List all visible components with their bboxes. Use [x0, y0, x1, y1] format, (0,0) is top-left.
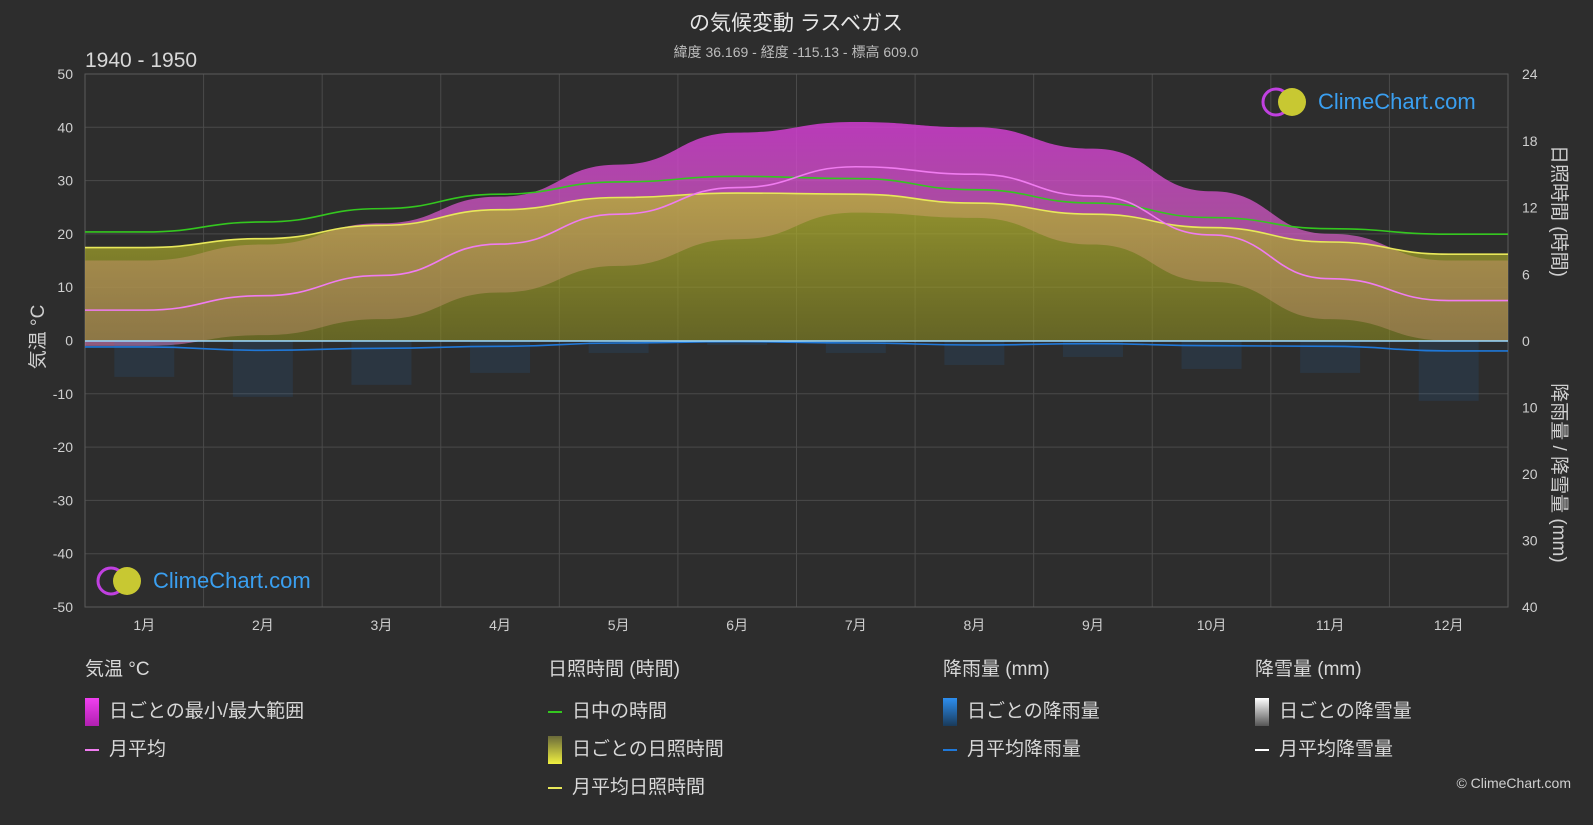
y-tick-label-right-hours: 12 — [1522, 200, 1538, 216]
x-tick-label: 2月 — [252, 617, 274, 633]
y-tick-label-left: 20 — [57, 226, 73, 242]
rain-daily-bar — [707, 341, 768, 345]
legend-snow-daily: 日ごとの降雪量 — [1255, 693, 1412, 731]
legend-rain-avg: 月平均降雨量 — [943, 731, 1100, 769]
y-tick-label-right-hours: 18 — [1522, 133, 1538, 149]
legend-daylight-label: 日中の時間 — [572, 701, 668, 722]
series-line — [85, 165, 1508, 311]
watermark-top-text: ClimeChart.com — [1318, 89, 1476, 114]
legend-rain-daily: 日ごとの降雨量 — [943, 693, 1100, 731]
legend-sunshine-heading: 日照時間 (時間) — [548, 659, 680, 680]
y-tick-label-left: -40 — [53, 546, 73, 562]
y-tick-label-left: 30 — [57, 173, 73, 189]
legend-rain-daily-label: 日ごとの降雨量 — [967, 701, 1100, 722]
legend-sunshine-avg: 月平均日照時間 — [548, 769, 724, 807]
x-tick-label: 12月 — [1434, 617, 1464, 633]
chart-title: の気候変動 ラスベガス — [689, 12, 903, 35]
x-tick-label: 4月 — [489, 617, 511, 633]
series-line — [85, 340, 1508, 352]
y-tick-label-right-precip: 30 — [1522, 533, 1538, 549]
rain-daily-bar — [1062, 341, 1123, 357]
y-axis-left-label: 気温 °C — [27, 305, 49, 370]
sunshine-daily-area — [85, 193, 1508, 341]
legend: 気温 °C 日ごとの最小/最大範囲 月平均 日照時間 (時間) 日中の時間 日ご… — [0, 655, 1593, 825]
x-tick-label: 3月 — [371, 617, 393, 633]
watermark-bottom[interactable]: ClimeChart.com — [95, 565, 311, 597]
temp-range-swatch — [85, 698, 99, 726]
y-tick-label-right-hours: 24 — [1522, 66, 1538, 82]
copyright[interactable]: © ClimeChart.com — [1456, 775, 1571, 791]
rain-daily-swatch — [943, 698, 957, 726]
y-tick-label-right-precip: 40 — [1522, 599, 1538, 615]
legend-temp-range: 日ごとの最小/最大範囲 — [85, 693, 304, 731]
y-tick-label-left: 10 — [57, 279, 73, 295]
y-axis-right-top-label: 日照時間 (時間) — [1548, 145, 1570, 277]
legend-snow-heading: 降雪量 (mm) — [1255, 659, 1362, 680]
y-tick-label-left: 40 — [57, 119, 73, 135]
legend-sunshine-daily-label: 日ごとの日照時間 — [572, 739, 724, 760]
axes: 50 40 30 20 10 0 -10 -20 -30 -40 -50 24 18 12 6 0 10 20 30… — [53, 66, 1538, 633]
legend-rain-avg-label: 月平均降雨量 — [967, 739, 1082, 760]
legend-sunshine-avg-label: 月平均日照時間 — [572, 777, 706, 798]
y-tick-label-left: -30 — [53, 492, 73, 508]
legend-sunshine-daily: 日ごとの日照時間 — [548, 731, 724, 769]
y-tick-label-left: 0 — [65, 333, 73, 349]
daylight-swatch — [548, 711, 562, 713]
y-tick-label-right-precip: 20 — [1522, 466, 1538, 482]
y-tick-label-left: -50 — [53, 599, 73, 615]
legend-snow-avg-label: 月平均降雪量 — [1279, 739, 1394, 760]
chart-subtitle: 緯度 36.169 - 経度 -115.13 - 標高 609.0 — [674, 44, 919, 60]
series-line — [84, 192, 1508, 256]
y-axis-right-bottom-label: 降雨量 / 降雪量 (mm) — [1548, 383, 1570, 562]
y-tick-label-left: 50 — [57, 66, 73, 82]
watermark-bottom-text: ClimeChart.com — [153, 568, 311, 593]
legend-daylight: 日中の時間 — [548, 693, 724, 731]
watermark-top[interactable]: ClimeChart.com — [1260, 86, 1476, 118]
rain-daily-bar — [944, 341, 1005, 365]
x-tick-label: 1月 — [133, 617, 155, 633]
x-tick-label: 11月 — [1316, 617, 1345, 633]
y-tick-label-left: -10 — [53, 386, 73, 402]
y-tick-label-right-precip: 10 — [1522, 400, 1538, 416]
y-tick-label-left: -20 — [53, 439, 73, 455]
legend-snow-daily-label: 日ごとの降雪量 — [1279, 701, 1412, 722]
legend-rain-heading: 降雨量 (mm) — [943, 659, 1050, 680]
rain-avg-swatch — [943, 749, 957, 751]
chart-svg: の気候変動 ラスベガス 緯度 36.169 - 経度 -115.13 - 標高 … — [27, 12, 1570, 633]
temp-avg-swatch — [85, 749, 99, 751]
legend-temperature-heading: 気温 °C — [85, 659, 150, 680]
rain-daily-bar — [588, 341, 649, 353]
series-lines — [84, 165, 1508, 352]
snow-avg-swatch — [1255, 749, 1269, 751]
sunshine-avg-swatch — [548, 787, 562, 789]
x-tick-label: 9月 — [1082, 617, 1104, 633]
x-tick-label: 7月 — [845, 617, 867, 633]
legend-temperature: 気温 °C 日ごとの最小/最大範囲 月平均 — [85, 655, 304, 769]
rain-daily-bar — [825, 341, 886, 353]
x-tick-label: 10月 — [1197, 617, 1227, 633]
legend-sunshine: 日照時間 (時間) 日中の時間 日ごとの日照時間 月平均日照時間 — [548, 655, 724, 807]
period-label: 1940 - 1950 — [85, 49, 197, 72]
legend-temp-range-label: 日ごとの最小/最大範囲 — [109, 701, 305, 722]
climechart-logo-icon — [96, 566, 141, 596]
legend-temp-avg-label: 月平均 — [109, 739, 167, 760]
x-tick-label: 8月 — [963, 617, 985, 633]
legend-temp-avg: 月平均 — [85, 731, 304, 769]
snow-daily-swatch — [1255, 698, 1269, 726]
legend-snow-avg: 月平均降雪量 — [1255, 731, 1412, 769]
x-tick-label: 5月 — [608, 617, 630, 633]
y-tick-label-right-hours: 0 — [1522, 333, 1530, 349]
y-tick-label-right-hours: 6 — [1522, 266, 1530, 282]
sunshine-daily-swatch — [548, 736, 562, 764]
legend-snow: 降雪量 (mm) 日ごとの降雪量 月平均降雪量 — [1255, 655, 1412, 769]
legend-rain: 降雨量 (mm) 日ごとの降雨量 月平均降雨量 — [943, 655, 1100, 769]
x-tick-label: 6月 — [726, 617, 748, 633]
climechart-logo-icon — [1261, 87, 1306, 117]
sunshine-area — [85, 193, 1508, 341]
